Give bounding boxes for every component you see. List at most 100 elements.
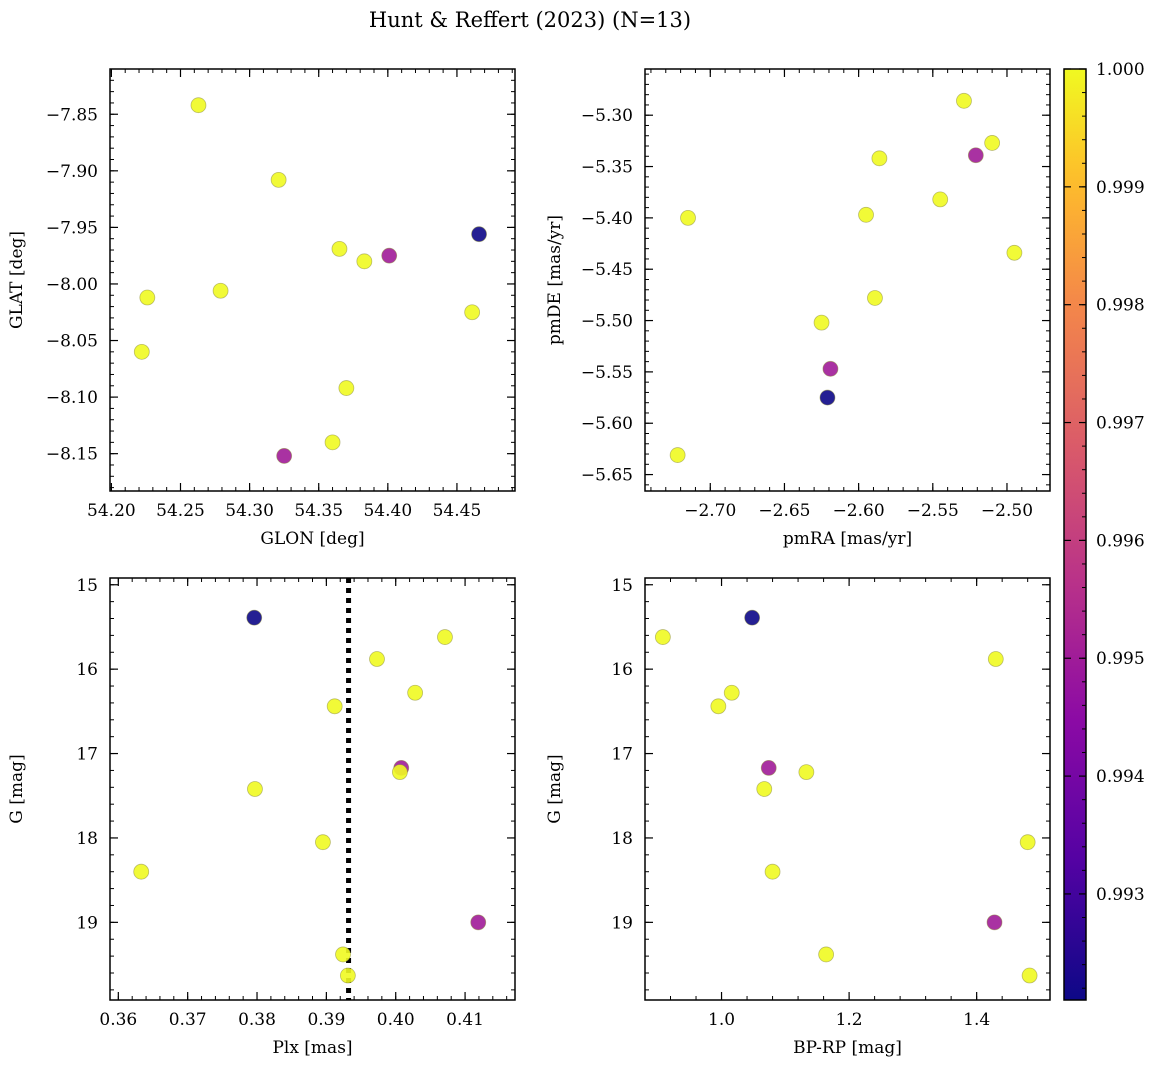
scatter-points [133, 97, 487, 464]
y-tick-label: −5.55 [581, 363, 633, 383]
x-tick-label: 0.38 [238, 1010, 276, 1030]
y-tick-label: −8.15 [46, 445, 98, 465]
scatter-point [270, 171, 287, 188]
y-tick-label: 17 [76, 745, 98, 765]
x-axis-label: pmRA [mas/yr] [783, 529, 912, 549]
scatter-point [139, 289, 156, 306]
scatter-points [133, 609, 487, 984]
x-tick-label: 0.36 [99, 1010, 137, 1030]
x-tick-label: 54.30 [225, 501, 274, 521]
scatter-point [246, 609, 263, 626]
x-axis-label: BP-RP [mag] [793, 1038, 902, 1058]
y-tick-label: −7.90 [46, 162, 98, 182]
colorbar: 0.993 0.994 0.995 0.996 0.997 0.998 0.999 1.000 [1063, 60, 1145, 1001]
scatter-point [987, 651, 1004, 667]
scatter-point [669, 447, 686, 463]
scatter-point [464, 304, 481, 321]
panel-plx_g: 0.36 0.37 0.38 0.39 0.40 0.41 15 16 17 18 19 Plx [m… [7, 576, 516, 1058]
colorbar-tick-label: 0.995 [1096, 649, 1145, 669]
x-tick-label: 54.45 [433, 501, 482, 521]
colorbar-tick-label: 0.999 [1096, 178, 1145, 198]
y-tick-label: −5.65 [581, 466, 633, 486]
colorbar-tick-label: 0.997 [1096, 414, 1145, 434]
scatter-point [813, 314, 830, 331]
scatter-point [212, 282, 229, 299]
scatter-point [723, 684, 740, 701]
colorbar-tick-label: 0.994 [1096, 767, 1145, 787]
panels: 54.20 54.25 54.30 54.35 54.40 54.45 −7.85 −7.90… [7, 68, 1051, 1058]
scatter-points [654, 609, 1038, 984]
y-tick-label: 16 [76, 660, 98, 680]
scatter-point [858, 206, 874, 223]
scatter-point [1019, 834, 1036, 851]
y-tick-label: −5.30 [581, 106, 633, 126]
x-tick-label: 54.25 [156, 501, 205, 521]
scatter-point [356, 253, 373, 270]
scatter-point [822, 360, 839, 377]
x-tick-label: 1.0 [708, 1010, 735, 1030]
figure-title: Hunt & Reffert (2023) (N=13) [369, 8, 691, 32]
scatter-point [470, 914, 487, 931]
y-axis-label: G [mag] [7, 754, 27, 823]
y-tick-label: −5.35 [581, 158, 633, 178]
scatter-point [654, 629, 671, 645]
panel-pm: −2.70 −2.65 −2.60 −2.55 −2.50 −5.30 −5.35 −5.40… [545, 68, 1051, 549]
x-tick-label: −2.65 [758, 501, 810, 521]
x-tick-label: −2.55 [907, 501, 959, 521]
scatter-point [331, 240, 348, 257]
scatter-point [324, 434, 341, 451]
scatter-point [956, 92, 972, 109]
y-tick-label: −5.45 [581, 260, 633, 280]
x-tick-label: −2.50 [981, 501, 1033, 521]
y-tick-label: 18 [76, 829, 98, 849]
y-axis-label: pmDE [mas/yr] [545, 215, 565, 345]
y-tick-label: −7.85 [46, 105, 98, 125]
axes-frame [109, 577, 516, 1001]
scatter-point [391, 764, 408, 781]
scatter-point [133, 863, 150, 880]
axes-frame [644, 577, 1051, 1001]
scatter-point [760, 760, 777, 776]
x-tick-label: 1.4 [963, 1010, 990, 1030]
axes-frame [644, 68, 1051, 492]
y-tick-label: 15 [611, 576, 633, 596]
y-tick-label: 19 [611, 913, 633, 933]
scatter-point [984, 135, 1001, 151]
colorbar-tick-label: 1.000 [1096, 60, 1145, 80]
scatter-point [338, 380, 355, 396]
x-tick-label: −2.70 [684, 501, 736, 521]
colorbar-tick-label: 0.998 [1096, 296, 1145, 316]
scatter-point [967, 147, 984, 164]
x-tick-label: 54.35 [294, 501, 343, 521]
scatter-point [756, 781, 773, 797]
y-tick-label: −5.50 [581, 312, 633, 332]
colorbar-frame [1063, 68, 1087, 1001]
y-axis-label: GLAT [deg] [7, 231, 27, 329]
scatter-point [819, 389, 836, 406]
axes-frame [109, 68, 516, 492]
x-tick-label: −2.60 [833, 501, 885, 521]
y-tick-label: −8.05 [46, 332, 98, 352]
scatter-point [247, 781, 263, 797]
x-tick-label: 0.41 [446, 1010, 484, 1030]
scatter-point [190, 97, 207, 114]
y-tick-label: 17 [611, 745, 633, 765]
scatter-point [276, 448, 293, 464]
y-tick-label: 19 [76, 913, 98, 933]
x-tick-label: 0.40 [377, 1010, 415, 1030]
y-tick-label: −5.60 [581, 414, 633, 434]
scatter-point [315, 834, 331, 851]
y-tick-label: 18 [611, 829, 633, 849]
y-tick-label: 15 [76, 576, 98, 596]
colorbar-tick-label: 0.996 [1096, 531, 1145, 551]
scatter-point [407, 684, 424, 701]
scatter-point [1021, 967, 1038, 984]
y-tick-label: −7.95 [46, 218, 98, 238]
y-tick-label: −8.00 [46, 275, 98, 295]
x-tick-label: 0.39 [307, 1010, 345, 1030]
x-tick-label: 54.20 [87, 501, 136, 521]
scatter-points [669, 92, 1023, 463]
x-tick-label: 1.2 [836, 1010, 863, 1030]
scatter-point [369, 651, 385, 667]
